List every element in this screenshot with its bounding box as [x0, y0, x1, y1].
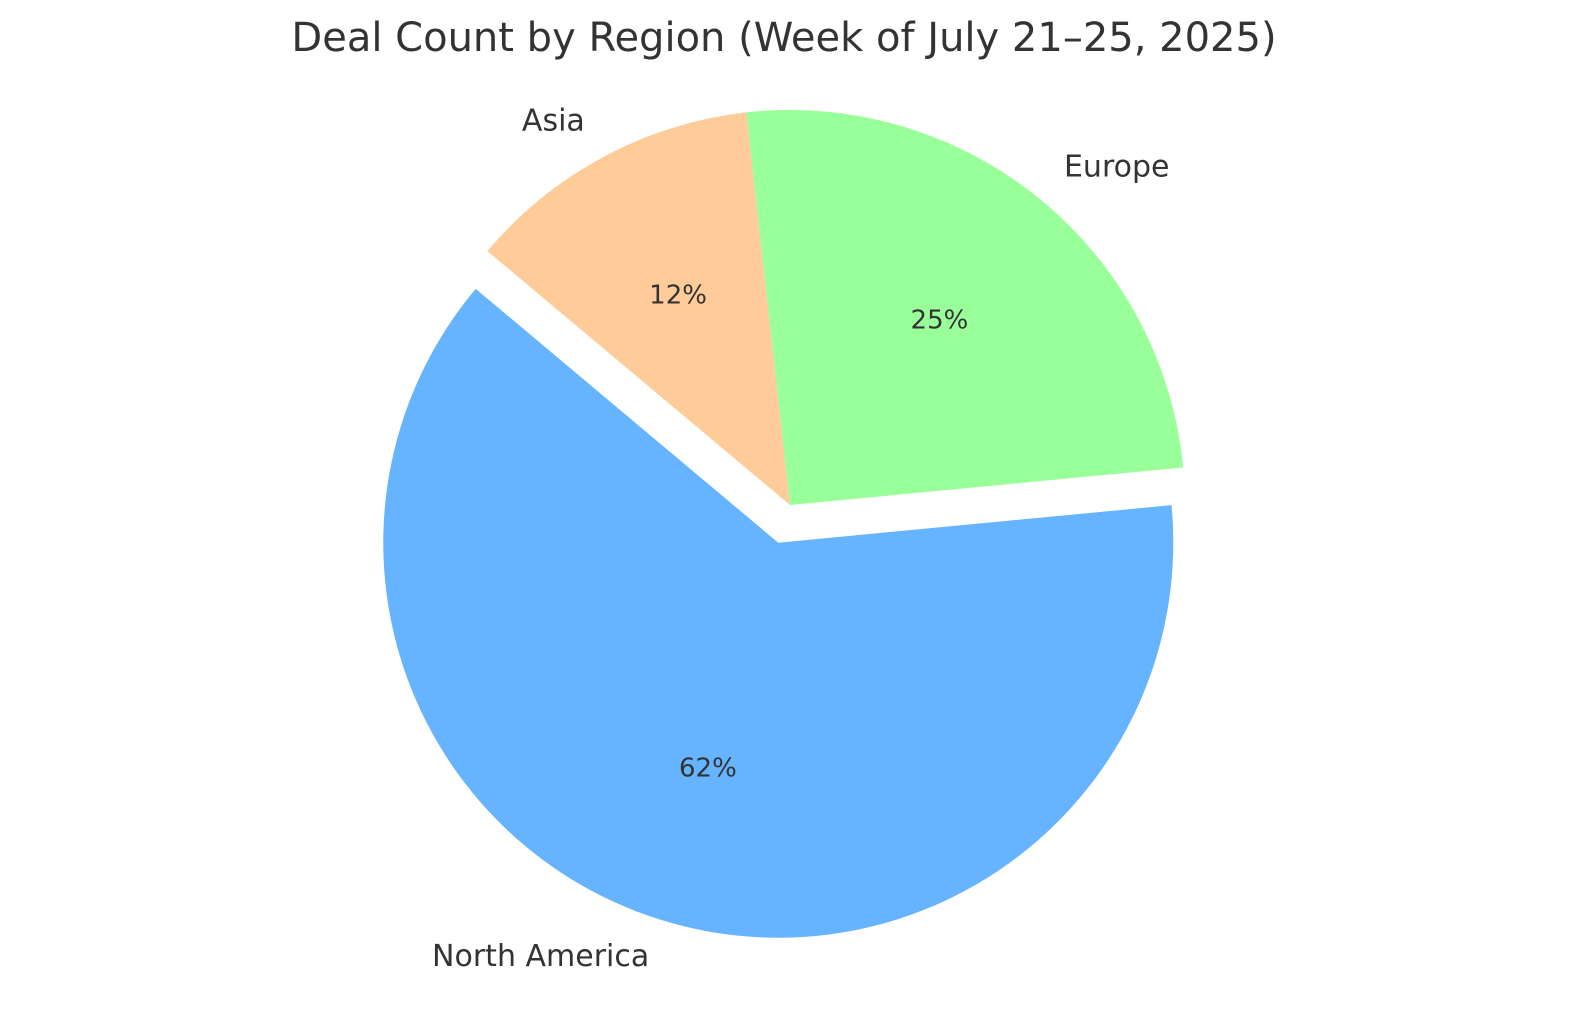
chart-title: Deal Count by Region (Week of July 21–25…	[291, 15, 1276, 61]
slice-percent: 62%	[679, 754, 737, 784]
slice-label: North America	[432, 939, 649, 974]
pie-slice	[746, 109, 1184, 506]
pie-slice	[383, 288, 1174, 938]
slice-label: Europe	[1064, 149, 1170, 184]
pie-slice	[487, 112, 790, 505]
slice-label: Asia	[522, 104, 585, 139]
slice-percent: 25%	[911, 306, 969, 336]
slice-percent: 12%	[649, 281, 707, 311]
